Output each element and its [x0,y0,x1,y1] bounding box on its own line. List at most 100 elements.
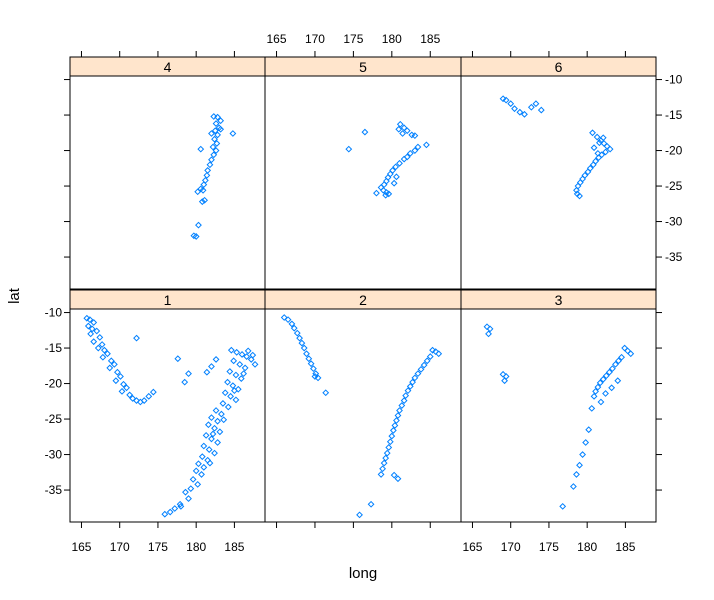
data-point [486,325,494,333]
data-point [233,348,241,356]
data-point [185,495,192,502]
data-point [86,316,94,324]
x-tick-label: 165 [71,540,91,554]
data-point [217,125,225,133]
data-point [203,368,211,376]
data-point [214,417,221,425]
data-point [226,368,234,375]
data-point [385,444,393,451]
data-point [211,424,218,432]
data-point [485,330,492,338]
data-point [214,439,221,446]
data-point [312,370,320,378]
data-point [208,156,215,164]
data-point [84,322,92,330]
data-point [590,144,598,152]
data-point [516,108,524,116]
x-tick-label: 165 [462,540,482,554]
data-point [390,179,398,187]
data-point [403,127,411,135]
panel-2: 2 [264,289,462,523]
data-point [618,353,625,361]
data-point [400,155,408,163]
data-point [224,378,231,386]
data-point [429,346,436,354]
data-point [208,435,215,443]
bottom-axis-col2 [276,522,431,528]
data-point [211,135,218,143]
data-point [614,377,622,385]
data-point [596,139,603,147]
panel-4: 4 [69,56,266,290]
data-point [195,460,202,468]
data-point [206,459,214,467]
y-tick-label: -10 [665,73,683,87]
data-point [213,140,221,147]
data-point [198,453,206,461]
data-point [210,113,218,120]
data-point [322,389,330,397]
x-tick-label: 170 [305,32,325,46]
data-point [93,327,101,335]
strip-label: 3 [555,292,563,308]
data-point [595,154,603,162]
data-point [247,356,255,363]
data-point [596,379,604,387]
data-point [502,96,510,104]
data-point [345,145,353,153]
data-point [232,396,240,404]
strip-background [265,290,461,309]
data-point [406,149,414,157]
data-point [117,373,124,380]
data-point [403,153,411,161]
data-point [209,143,217,151]
y-tick-label: -20 [665,144,683,158]
top-axis-col2: 165 170 175 180 185 [267,32,441,57]
data-point [237,375,245,382]
data-point [203,171,211,179]
data-point [385,190,393,198]
data-point [392,163,400,171]
data-point [94,344,102,352]
data-point [218,410,225,418]
data-point [194,480,202,488]
data-point [236,360,244,368]
data-point [90,338,98,346]
data-point [112,377,120,385]
data-point [145,392,153,400]
strip-background [70,57,265,76]
y-tick-label: -30 [45,448,63,462]
data-point [120,380,127,388]
data-point [200,181,208,189]
data-point [602,148,609,156]
data-point [211,449,218,457]
data-point [411,147,419,154]
data-point [166,508,174,516]
data-point [241,364,249,372]
data-point [83,314,91,322]
y-tick-label: -20 [45,377,63,391]
data-point [234,385,242,393]
data-point [426,353,434,360]
data-point [537,106,545,114]
data-point [511,105,518,113]
data-point [288,320,296,328]
x-tick-label: 185 [224,540,244,554]
data-point [420,361,428,369]
y-tick-label: -25 [45,412,63,426]
data-point [584,168,592,176]
panel-points [83,314,259,518]
data-point [417,365,425,373]
top-axis-col3 [471,51,626,57]
x-tick-label: 175 [343,32,363,46]
panel-3: 3 [460,289,657,523]
data-point [585,426,593,434]
data-point [208,130,215,137]
x-tick-label: 175 [148,540,168,554]
data-point [367,500,375,508]
y-tick-label: -35 [45,483,63,497]
data-point [98,341,106,348]
data-point [305,355,313,363]
